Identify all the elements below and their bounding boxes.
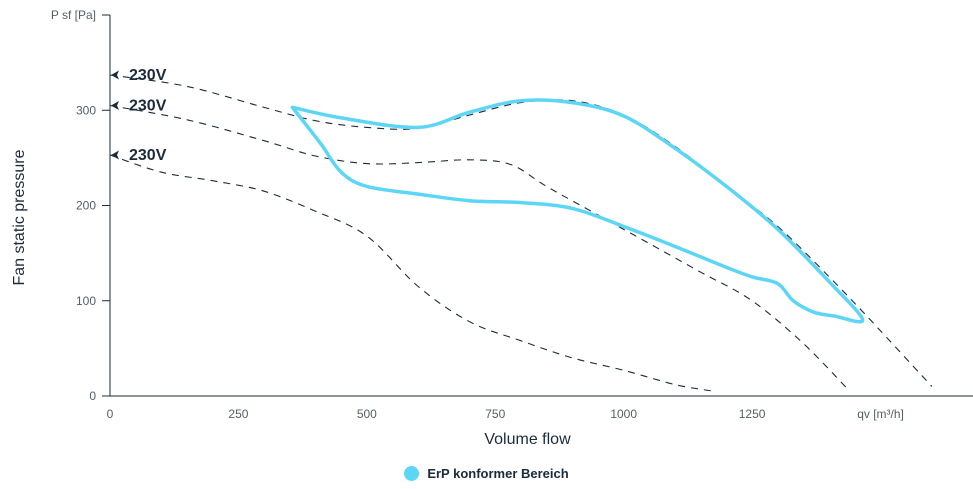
curve-label-2: 230V [129,97,167,114]
x-tick-label: 750 [485,407,505,421]
dashed-curve-1 [109,74,933,387]
x-tick-label: 1250 [739,407,766,421]
x-axis-title: Volume flow [484,431,571,448]
y-tick-label: 300 [76,103,96,117]
x-tick-label: 500 [357,407,377,421]
y-tick-label: 100 [76,294,96,308]
y-tick-label: 0 [89,389,96,403]
legend-marker-icon [404,466,420,481]
dashed-curve-2 [109,104,851,392]
legend[interactable]: ErP konformer Bereich [0,466,973,481]
dashed-curves [109,74,933,392]
y-tick-label: 200 [76,199,96,213]
arrow-icon [111,70,119,80]
legend-label: ErP konformer Bereich [427,466,569,481]
curve-label-1: 230V [129,67,167,84]
erp-region-outline [290,98,865,324]
arrow-icon [111,100,119,110]
x-tick-label: 0 [107,407,114,421]
curve-label-3: 230V [129,147,167,164]
dashed-curve-3 [109,154,714,392]
curve-labels: 230V 230V 230V [111,67,167,164]
x-tick-label: 250 [228,407,248,421]
erp-region-group [290,98,865,324]
axes: 0 100 200 300 P sf [Pa] 0 250 500 750 1000 1250 qv … [11,8,973,448]
y-axis-title: Fan static pressure [11,149,28,285]
x-axis-unit-label: qv [m³/h] [857,407,904,421]
arrow-icon [111,150,119,160]
y-axis-unit-label: P sf [Pa] [51,8,96,22]
x-tick-label: 1000 [610,407,637,421]
